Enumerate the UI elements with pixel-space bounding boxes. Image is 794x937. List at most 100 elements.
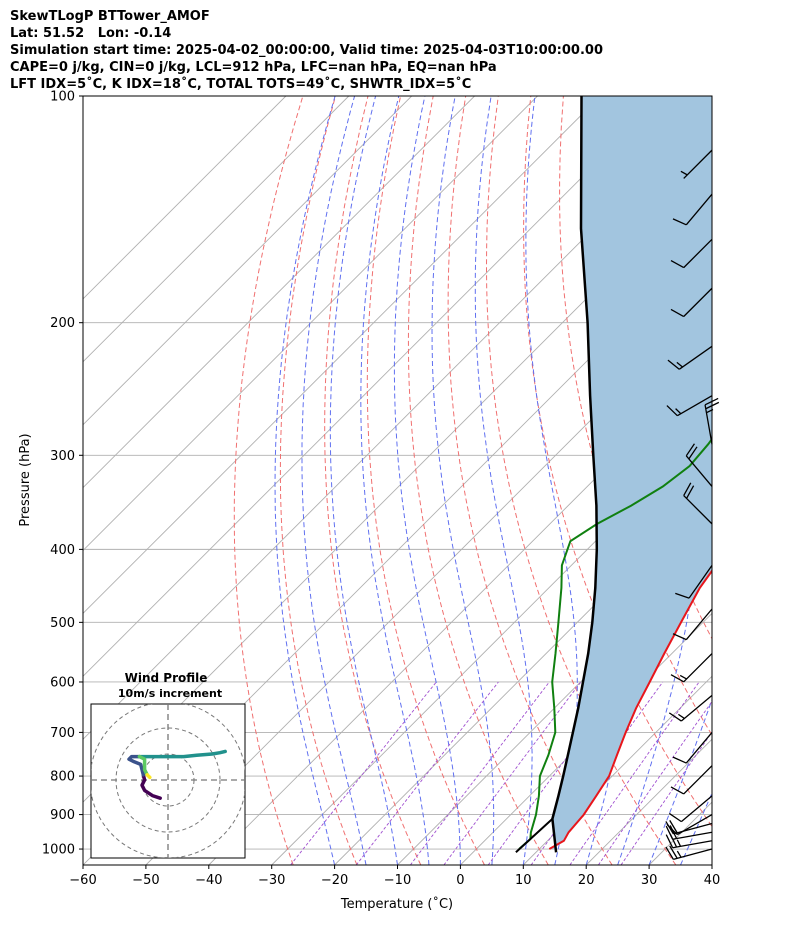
wind-barb-shaft bbox=[678, 345, 713, 370]
moist-adiabat-line bbox=[648, 698, 712, 865]
y-tick-label: 400 bbox=[50, 543, 75, 558]
isotherm-line bbox=[83, 96, 475, 489]
wind-barb-half-feather bbox=[678, 713, 685, 720]
dry-adiabat-line bbox=[366, 96, 485, 865]
wind-barb-half-feather bbox=[706, 408, 714, 414]
wind-barb-shaft bbox=[683, 653, 713, 683]
wind-barb-shaft bbox=[677, 814, 713, 836]
x-tick-label: −30 bbox=[258, 873, 285, 888]
isotherm-line bbox=[334, 486, 712, 865]
wind-barb-shaft bbox=[683, 149, 713, 179]
isotherm-line bbox=[711, 864, 712, 865]
x-tick-label: −40 bbox=[195, 873, 222, 888]
title-line-location: Lat: 51.52 Lon: -0.14 bbox=[10, 26, 172, 41]
x-tick-label: 30 bbox=[641, 873, 658, 888]
y-tick-label: 700 bbox=[50, 726, 75, 741]
wind-barb bbox=[670, 238, 713, 269]
wind-barb-feather bbox=[683, 482, 692, 496]
y-tick-label: 500 bbox=[50, 616, 75, 631]
hodograph-trace-segment bbox=[137, 754, 149, 777]
isotherm-line bbox=[522, 675, 712, 865]
wind-barb-shaft bbox=[677, 395, 713, 417]
dry-adiabat-line bbox=[447, 96, 613, 865]
wind-barb-feather bbox=[670, 259, 685, 269]
hodograph-inset: Wind Profile 10m/s increment bbox=[90, 671, 246, 859]
moist-adiabat-line bbox=[617, 96, 699, 865]
wind-barb-feather bbox=[704, 397, 719, 406]
moist-adiabat-line bbox=[680, 791, 712, 865]
wind-barb-feather bbox=[665, 846, 674, 860]
wind-barb-shaft bbox=[704, 404, 713, 445]
wind-barb-feather bbox=[668, 712, 682, 722]
wind-barb-feather bbox=[685, 443, 695, 457]
wind-barb bbox=[704, 397, 720, 445]
isotherm-line bbox=[145, 298, 712, 865]
y-tick-label: 100 bbox=[50, 90, 75, 105]
dry-adiabat-line bbox=[407, 96, 549, 865]
dewpoint-profile-line bbox=[518, 437, 712, 850]
wind-barb-half-feather bbox=[679, 674, 687, 680]
wind-barb-half-feather bbox=[676, 850, 682, 858]
wind-barb-shaft bbox=[683, 238, 713, 269]
wind-barb-shaft bbox=[683, 765, 713, 795]
wind-barb-feather bbox=[669, 845, 678, 859]
x-tick-label: 0 bbox=[456, 873, 464, 888]
isotherm-line bbox=[83, 96, 601, 615]
wind-barb-shaft bbox=[680, 694, 713, 722]
moist-adiabat-line bbox=[301, 96, 367, 865]
wind-barb bbox=[672, 731, 713, 764]
y-tick-label: 200 bbox=[50, 316, 75, 331]
wind-barb-feather bbox=[667, 359, 680, 370]
wind-barb-feather bbox=[665, 825, 674, 840]
isotherm-line bbox=[397, 549, 712, 865]
axis-layer: −60 −50 −40 −30 −20 −10 0 10 20 30 40 1000 900 800 700… bbox=[42, 90, 720, 889]
moist-adiabat-line bbox=[274, 96, 336, 865]
wind-barb-feather bbox=[670, 674, 685, 683]
wind-barb-feather bbox=[666, 823, 678, 836]
moist-adiabat-line bbox=[360, 96, 430, 865]
wind-barb-feather bbox=[669, 820, 678, 834]
x-tick-label: −10 bbox=[384, 873, 411, 888]
cin-shaded-area bbox=[549, 96, 712, 849]
wind-barb bbox=[665, 825, 713, 840]
x-tick-label: −20 bbox=[321, 873, 348, 888]
parcel-dewpoint-leg-line bbox=[515, 818, 554, 854]
wind-barb-feather bbox=[675, 592, 690, 599]
mixing-ratio-line bbox=[487, 681, 623, 865]
x-tick-label: −60 bbox=[69, 873, 96, 888]
wind-barb-feather bbox=[670, 308, 685, 318]
wind-barb-half-feather bbox=[675, 408, 682, 415]
title-line-convective: CAPE=0 j/kg, CIN=0 j/kg, LCL=912 hPa, LF… bbox=[10, 60, 497, 75]
y-tick-label: 600 bbox=[50, 675, 75, 690]
wind-barb-feather bbox=[665, 834, 674, 848]
wind-barb-half-feather bbox=[676, 839, 682, 847]
wind-barb bbox=[670, 287, 713, 318]
wind-barb-feather bbox=[672, 756, 687, 764]
series-layer bbox=[515, 96, 712, 854]
wind-barb-feather bbox=[670, 786, 685, 795]
isotherm-line bbox=[83, 96, 350, 363]
dry-adiabat-line bbox=[324, 96, 422, 865]
title-line-times: Simulation start time: 2025-04-02_00:00:… bbox=[10, 43, 603, 58]
isotherm-line bbox=[775, 96, 794, 865]
wind-barb bbox=[668, 694, 713, 722]
wind-barb-shaft bbox=[683, 495, 713, 525]
moist-adiabat-line bbox=[329, 96, 398, 865]
wind-barb-feather bbox=[666, 405, 678, 417]
dry-adiabat-line bbox=[759, 96, 794, 865]
wind-barb-feather bbox=[672, 218, 687, 226]
hodograph-plot bbox=[91, 704, 245, 858]
hodograph-title: Wind Profile bbox=[125, 671, 208, 685]
hodograph-trace-segment bbox=[137, 749, 227, 759]
isotherm-line bbox=[83, 96, 287, 300]
wind-barb-shaft bbox=[685, 193, 713, 226]
wind-barb-shaft bbox=[672, 831, 713, 840]
shade-layer bbox=[549, 96, 712, 849]
y-tick-label: 300 bbox=[50, 449, 75, 464]
parcel-profile-line bbox=[551, 96, 599, 853]
x-tick-label: −50 bbox=[132, 873, 159, 888]
wind-barb-feather bbox=[688, 446, 698, 460]
wind-barb-shaft bbox=[680, 795, 713, 823]
y-tick-label: 900 bbox=[50, 808, 75, 823]
